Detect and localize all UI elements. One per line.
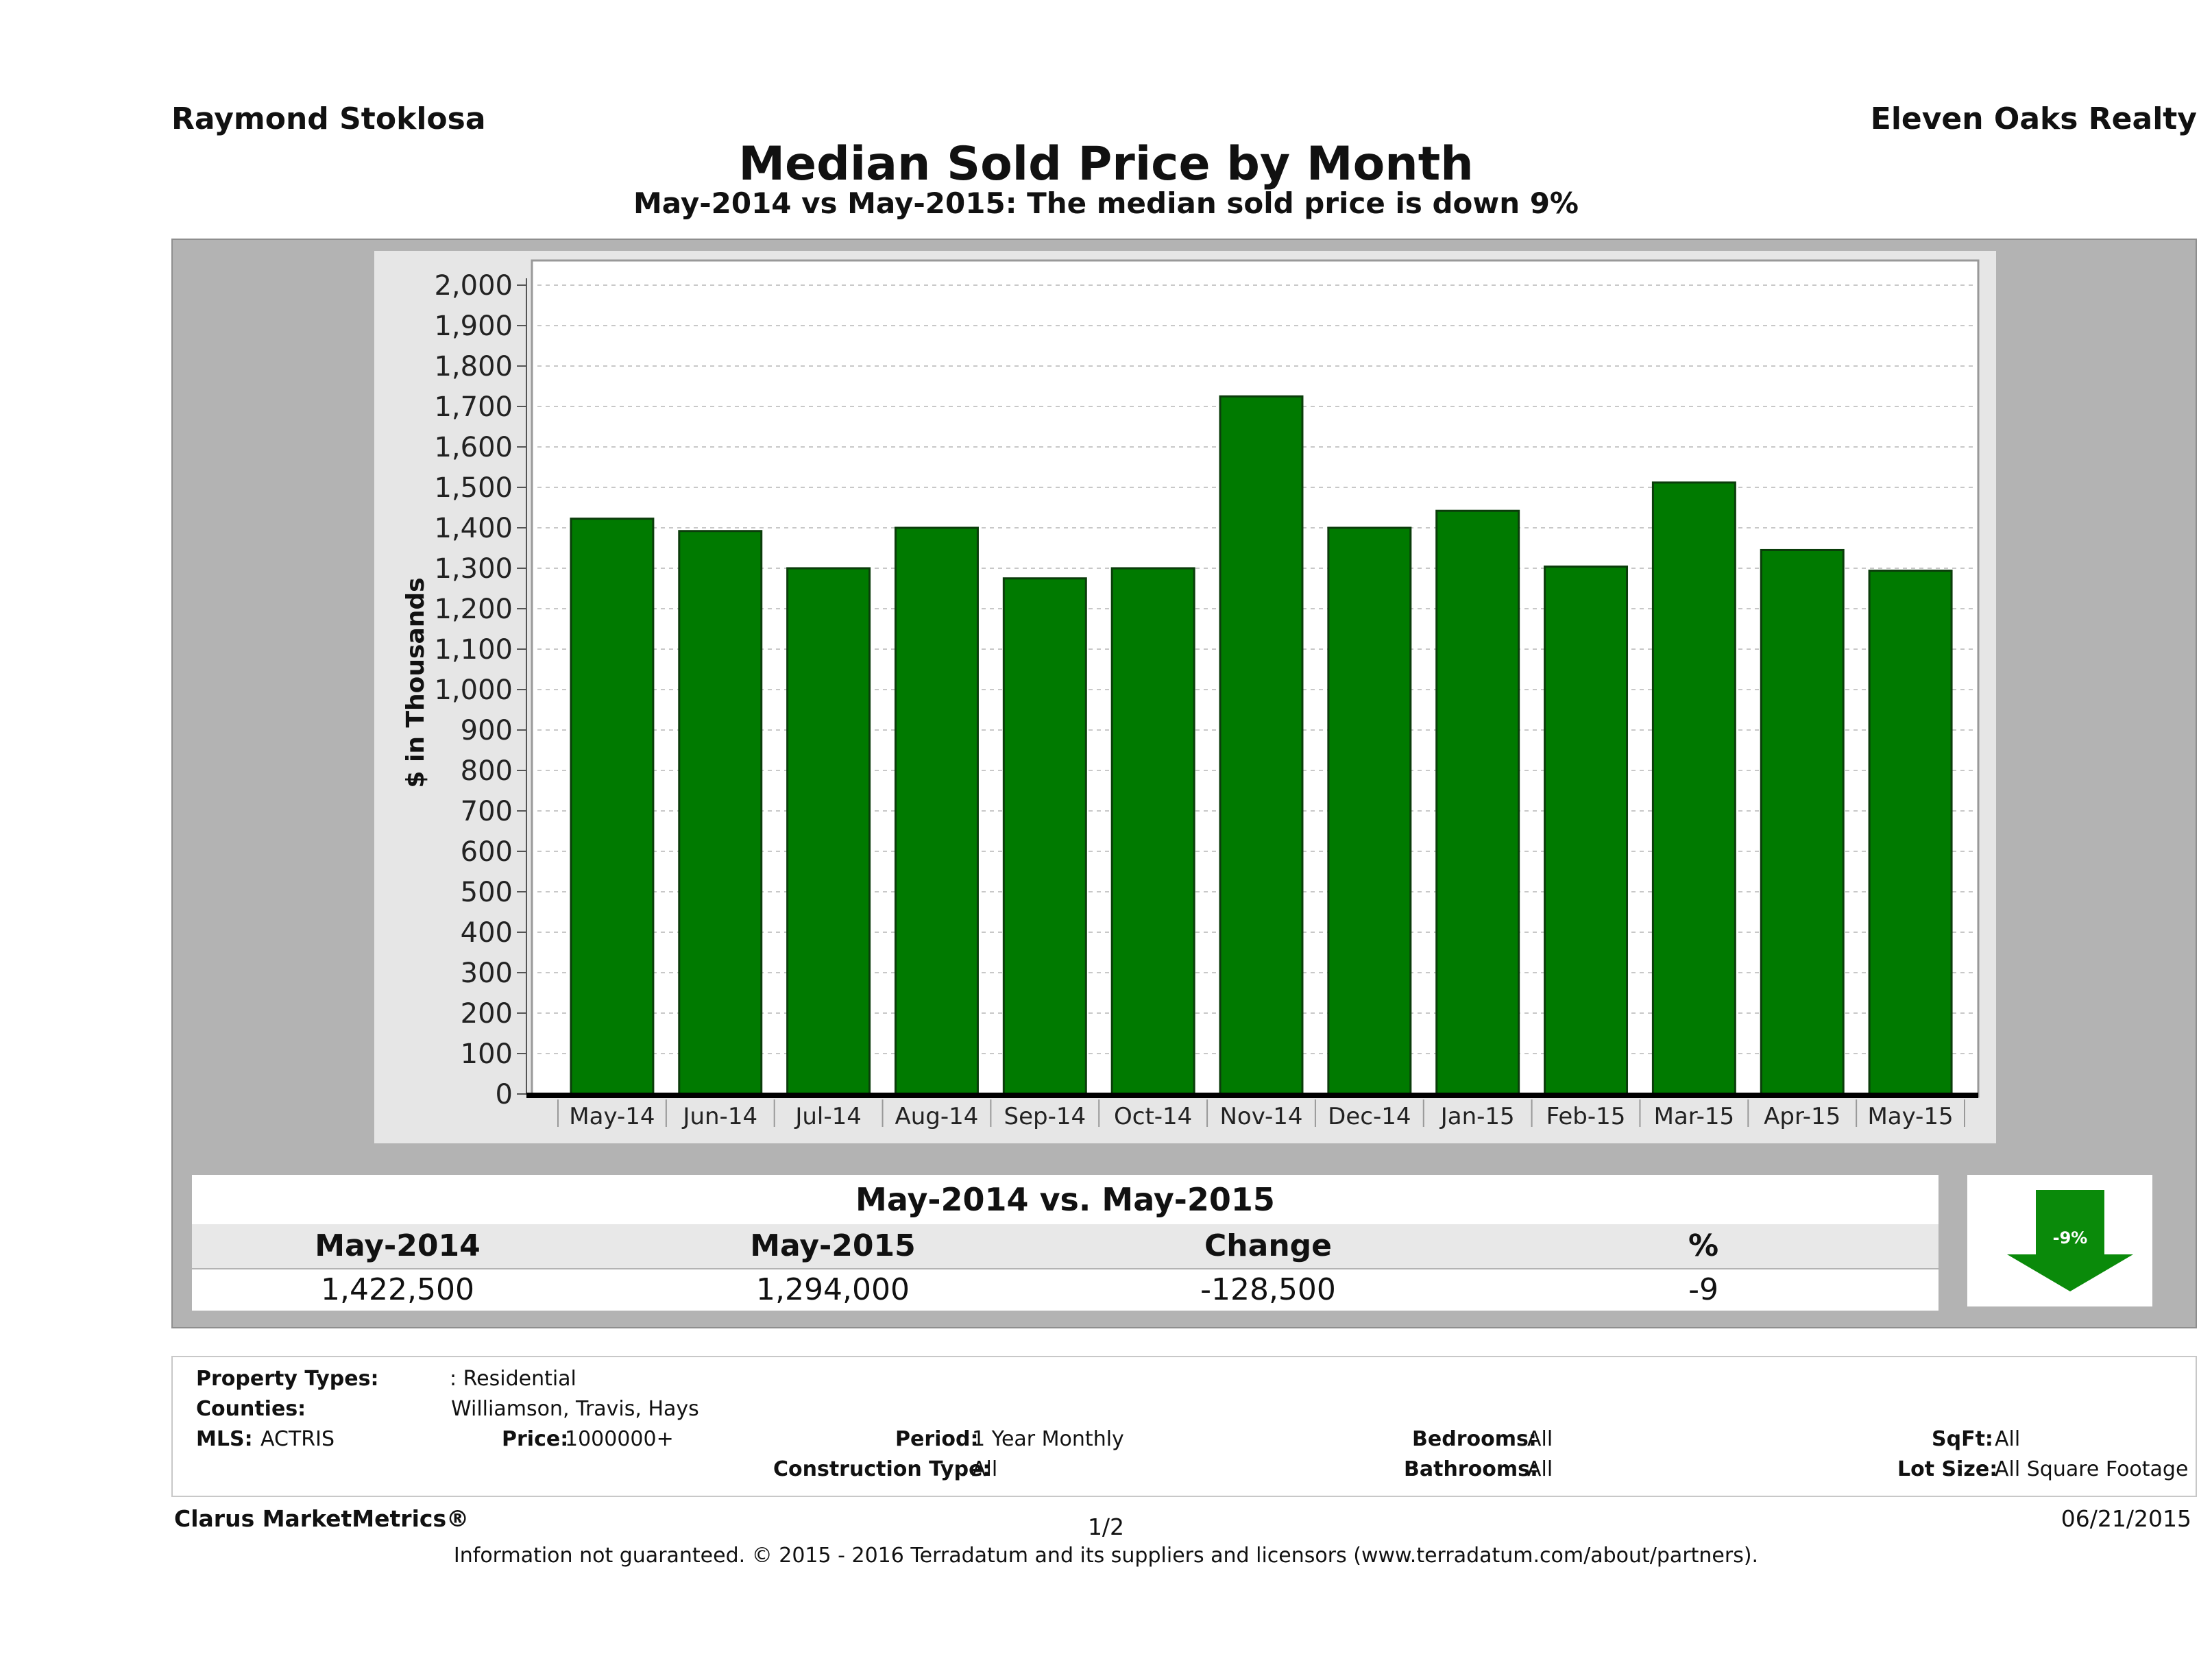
summary-val-start: 1,422,500 xyxy=(321,1272,474,1307)
page-number: 1/2 xyxy=(1087,1513,1125,1540)
x-tick-label: Nov-14 xyxy=(1220,1103,1303,1130)
summary-header-row: May-2014 May-2015 Change % xyxy=(192,1224,1938,1268)
report-date: 06/21/2015 xyxy=(2061,1505,2191,1532)
bar-chart: 0 100 200 300 400 500 600 700 800 900 1,000 1,100 1,… xyxy=(402,259,1980,1130)
lotsize-label: Lot Size: xyxy=(1897,1457,1998,1481)
bar xyxy=(1435,509,1520,1095)
period-value: 1 Year Monthly xyxy=(972,1427,1124,1451)
y-tick-label: 1,800 xyxy=(434,351,513,382)
bar xyxy=(1219,395,1304,1095)
search-criteria xyxy=(171,1356,2197,1497)
y-tick-label: 0 xyxy=(496,1079,513,1110)
price-label: Price: xyxy=(502,1427,569,1451)
summary-col-start: May-2014 xyxy=(315,1228,481,1263)
agent-name: Raymond Stoklosa xyxy=(171,101,486,136)
x-tick-label: Jul-14 xyxy=(794,1103,862,1130)
y-tick-label: 1,400 xyxy=(434,513,513,544)
lotsize-value: All Square Footage xyxy=(1995,1457,2189,1481)
x-tick-label: Jun-14 xyxy=(681,1103,757,1130)
chart-subtitle: May-2014 vs May-2015: The median sold pr… xyxy=(633,186,1579,220)
down-arrow-icon xyxy=(2007,1190,2133,1291)
y-tick-label: 1,200 xyxy=(434,594,513,625)
bar xyxy=(786,567,871,1095)
summary-val-change: -128,500 xyxy=(1200,1272,1336,1307)
bedrooms-value: All xyxy=(1527,1427,1553,1451)
chart-title: Median Sold Price by Month xyxy=(738,137,1474,191)
y-axis-label: $ in Thousands xyxy=(402,577,430,788)
bar xyxy=(1002,577,1087,1095)
y-tick-label: 1,500 xyxy=(434,472,513,504)
y-tick-label: 300 xyxy=(461,958,513,989)
bar xyxy=(570,518,655,1095)
bedrooms-label: Bedrooms: xyxy=(1412,1427,1537,1451)
period-label: Period: xyxy=(895,1427,979,1451)
change-badge: -9% xyxy=(2053,1228,2088,1248)
bar xyxy=(1760,548,1845,1095)
footer-brand: Clarus MarketMetrics® xyxy=(174,1505,470,1532)
x-tick-label: Dec-14 xyxy=(1328,1103,1411,1130)
disclaimer: Information not guaranteed. © 2015 - 201… xyxy=(453,1544,1759,1568)
construction-value: All xyxy=(972,1457,998,1481)
property-types-label: Property Types: xyxy=(196,1367,379,1391)
bar xyxy=(894,526,979,1095)
bar xyxy=(1868,570,1953,1095)
x-tick-label: May-14 xyxy=(569,1103,655,1130)
y-tick-label: 900 xyxy=(461,715,513,746)
y-tick-label: 2,000 xyxy=(434,270,513,302)
y-tick-label: 1,900 xyxy=(434,311,513,342)
property-types-value: : Residential xyxy=(450,1367,576,1391)
summary-heading: May-2014 vs. May-2015 xyxy=(192,1175,1938,1224)
y-tick-label: 1,000 xyxy=(434,674,513,706)
y-tick-label: 400 xyxy=(461,917,513,949)
x-tick-label: Apr-15 xyxy=(1764,1103,1840,1130)
bar xyxy=(1544,566,1629,1095)
bar xyxy=(678,530,763,1095)
x-tick-label: Jan-15 xyxy=(1439,1103,1515,1130)
x-tick-label: Mar-15 xyxy=(1654,1103,1735,1130)
x-tick-label: May-15 xyxy=(1867,1103,1953,1130)
x-tick-label: Oct-14 xyxy=(1114,1103,1192,1130)
y-tick-label: 1,600 xyxy=(434,432,513,463)
summary-col-change: Change xyxy=(1204,1228,1332,1263)
summary-value-row: 1,422,500 1,294,000 -128,500 -9 xyxy=(192,1269,1938,1311)
y-tick-label: 600 xyxy=(461,836,513,868)
y-tick-label: 1,100 xyxy=(434,634,513,666)
counties-value: Williamson, Travis, Hays xyxy=(451,1397,699,1421)
y-tick-label: 200 xyxy=(461,998,513,1030)
counties-label: Counties: xyxy=(196,1397,306,1421)
change-indicator: -9% xyxy=(1967,1175,2152,1306)
summary-col-percent: % xyxy=(1688,1228,1719,1263)
summary-val-end: 1,294,000 xyxy=(756,1272,910,1307)
summary-col-end: May-2015 xyxy=(750,1228,916,1263)
x-tick-label: Aug-14 xyxy=(895,1103,979,1130)
bathrooms-value: All xyxy=(1527,1457,1553,1481)
price-value: 1000000+ xyxy=(565,1427,674,1451)
construction-label: Construction Type: xyxy=(773,1457,991,1481)
summary-val-percent: -9 xyxy=(1688,1272,1718,1307)
mls-value: ACTRIS xyxy=(260,1427,335,1451)
x-tick-label: Sep-14 xyxy=(1004,1103,1086,1130)
y-tick-label: 100 xyxy=(461,1038,513,1070)
y-tick-label: 700 xyxy=(461,796,513,827)
x-tick-label: Feb-15 xyxy=(1546,1103,1626,1130)
sqft-label: SqFt: xyxy=(1932,1427,1993,1451)
bar xyxy=(1651,481,1736,1095)
bathrooms-label: Bathrooms: xyxy=(1404,1457,1538,1481)
y-tick-label: 800 xyxy=(461,755,513,787)
mls-label: MLS: xyxy=(196,1427,253,1451)
bar xyxy=(1110,567,1195,1095)
sqft-value: All xyxy=(1995,1427,2021,1451)
y-tick-label: 500 xyxy=(461,877,513,908)
y-tick-label: 1,700 xyxy=(434,391,513,423)
brokerage-name: Eleven Oaks Realty xyxy=(1870,101,2197,136)
y-tick-label: 1,300 xyxy=(434,553,513,585)
bar xyxy=(1327,526,1412,1095)
